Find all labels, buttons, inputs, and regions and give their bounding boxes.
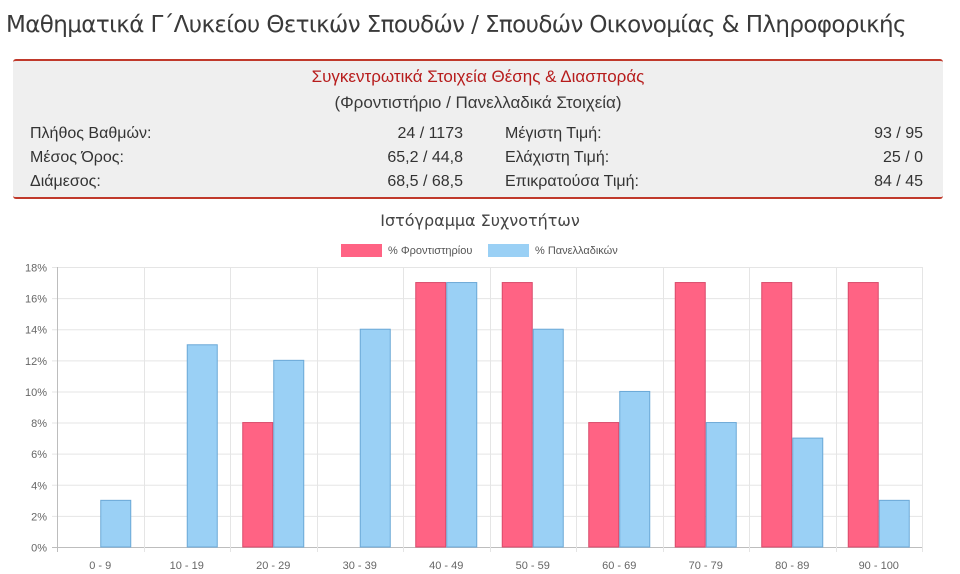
stat-min-value: 25 / 0	[882, 149, 923, 166]
y-tick-label: 8%	[31, 418, 47, 430]
stat-mean-label: Μέσος Όρος:	[30, 149, 124, 166]
stat-max-label: Μέγιστη Τιμή:	[505, 125, 602, 142]
bar-panelladikon	[878, 499, 910, 548]
x-tick-label: 90 - 100	[859, 560, 899, 572]
bar-frontistirio	[761, 282, 793, 548]
stats-card: Συγκεντρωτικά Στοιχεία Θέσης & Διασποράς…	[13, 59, 943, 199]
stat-min-label: Ελάχιστη Τιμή:	[505, 149, 610, 166]
stat-median-value: 68,5 / 68,5	[387, 173, 463, 190]
bar-panelladikon	[273, 359, 305, 548]
y-tick-label: 4%	[31, 480, 47, 492]
bar-panelladikon	[446, 282, 478, 548]
y-tick-label: 16%	[25, 294, 47, 306]
x-tick-label: 30 - 39	[343, 560, 377, 572]
bar-frontistirio	[674, 282, 706, 548]
legend-label-frontistirio: % Φροντιστηρίου	[388, 244, 473, 257]
bar-panelladikon	[705, 422, 737, 548]
x-tick-label: 20 - 29	[256, 560, 290, 572]
stat-count-label: Πλήθος Βαθμών:	[30, 125, 152, 142]
stat-mode-label: Επικρατούσα Τιμή:	[505, 173, 639, 190]
legend-swatch-frontistirio	[341, 244, 382, 257]
bar-panelladikon	[619, 390, 651, 548]
page-title: Μαθηματικά Γ΄Λυκείου Θετικών Σπουδών / Σ…	[6, 12, 907, 38]
x-tick-label: 10 - 19	[170, 560, 204, 572]
bar-frontistirio	[588, 422, 620, 548]
stat-mode-value: 84 / 45	[874, 173, 923, 190]
stat-mean-value: 65,2 / 44,8	[387, 149, 463, 166]
bar-panelladikon	[100, 499, 132, 548]
bar-frontistirio	[242, 422, 274, 548]
x-tick-label: 50 - 59	[516, 560, 550, 572]
y-tick-label: 0%	[31, 543, 47, 555]
stat-count-value: 24 / 1173	[397, 125, 463, 142]
histogram-chart: 0% 2% 4% 6% 8% 10% 12% 14% 16% 18% 0 - 9 10 - 19 20 …	[25, 263, 923, 572]
legend-swatch-panelladikon	[488, 244, 529, 257]
stats-subtitle: (Φροντιστήριο / Πανελλαδικά Στοιχεία)	[334, 93, 622, 112]
bar-frontistirio	[501, 282, 533, 548]
x-tick-label: 60 - 69	[602, 560, 636, 572]
legend-item-panelladikon[interactable]: % Πανελλαδικών	[488, 244, 618, 257]
chart-legend: % Φροντιστηρίου % Πανελλαδικών	[0, 244, 960, 260]
y-tick-label: 18%	[25, 263, 47, 275]
bar-frontistirio	[415, 282, 447, 548]
chart-title: Ιστόγραμμα Συχνοτήτων	[380, 211, 580, 230]
x-tick-label: 0 - 9	[89, 560, 111, 572]
y-tick-label: 12%	[25, 356, 47, 368]
stat-max-value: 93 / 95	[874, 125, 923, 142]
bar-frontistirio	[847, 282, 879, 548]
x-tick-label: 70 - 79	[689, 560, 723, 572]
bar-panelladikon	[792, 437, 824, 548]
bar-panelladikon	[186, 344, 218, 548]
y-tick-label: 2%	[31, 511, 47, 523]
bar-panelladikon	[532, 328, 564, 548]
legend-label-panelladikon: % Πανελλαδικών	[535, 244, 618, 257]
x-tick-label: 80 - 89	[775, 560, 809, 572]
stat-median-label: Διάμεσος:	[30, 173, 101, 190]
y-tick-label: 14%	[25, 325, 47, 337]
stats-title: Συγκεντρωτικά Στοιχεία Θέσης & Διασποράς	[311, 67, 645, 86]
y-tick-label: 10%	[25, 387, 47, 399]
bar-panelladikon	[359, 328, 391, 548]
y-tick-label: 6%	[31, 449, 47, 461]
x-tick-label: 40 - 49	[429, 560, 463, 572]
legend-item-frontistirio[interactable]: % Φροντιστηρίου	[341, 244, 472, 257]
